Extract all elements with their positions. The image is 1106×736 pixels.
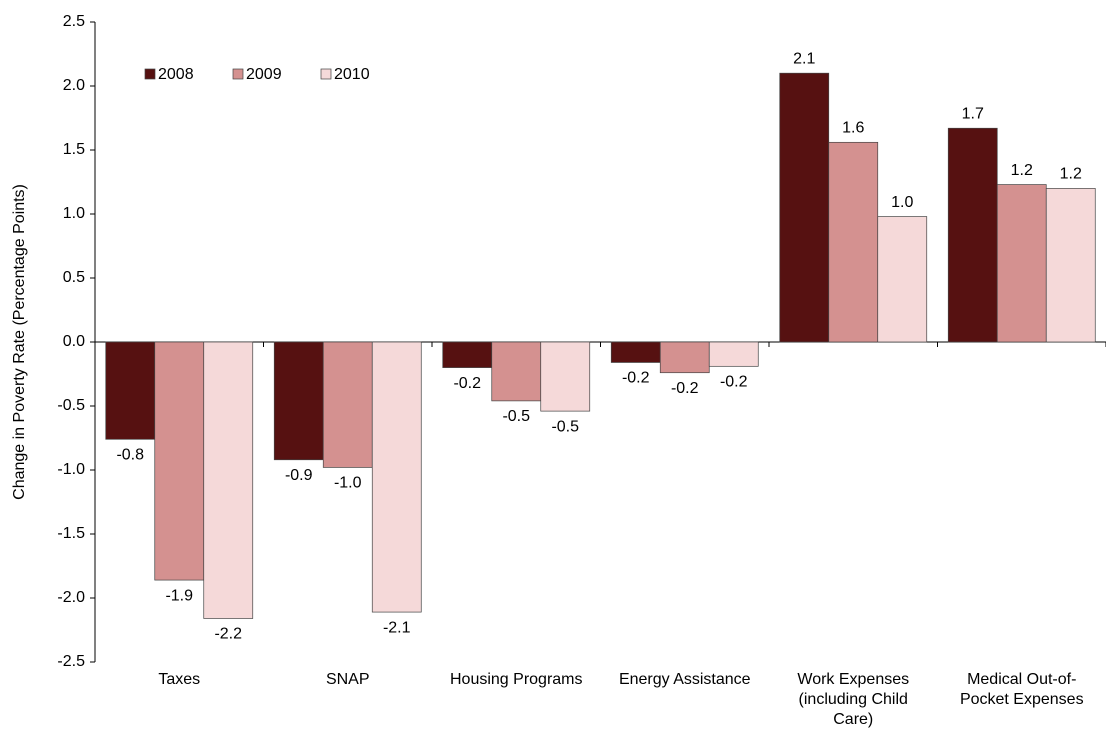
bar <box>828 141 879 343</box>
bar <box>877 216 928 343</box>
value-label: -0.9 <box>285 467 313 484</box>
y-tick-label: -2.0 <box>57 589 85 606</box>
legend-swatch <box>232 68 244 80</box>
y-tick-label: -1.0 <box>57 461 85 478</box>
x-tick-label: Energy Assistance <box>618 671 751 688</box>
value-label: 1.2 <box>1011 162 1033 179</box>
bar <box>371 341 422 613</box>
value-label: -0.2 <box>671 380 699 397</box>
value-label: -1.0 <box>334 475 362 492</box>
value-label: -0.2 <box>453 375 481 392</box>
legend-label: 2009 <box>246 66 282 83</box>
value-label: -2.1 <box>383 619 411 636</box>
bar <box>154 341 205 581</box>
y-tick-label: 2.5 <box>63 13 85 30</box>
value-label: -0.2 <box>720 374 748 391</box>
y-tick-label: -1.5 <box>57 525 85 542</box>
y-tick-label: 0.5 <box>63 269 85 286</box>
y-tick-label: 0.0 <box>63 333 85 350</box>
bar <box>947 127 998 343</box>
y-tick-label: 1.5 <box>63 141 85 158</box>
x-tick-label: Housing Programs <box>450 671 583 688</box>
x-tick-label: Taxes <box>158 671 201 688</box>
y-axis-title: Change in Poverty Rate (Percentage Point… <box>11 184 28 500</box>
x-tick-label: SNAP <box>325 671 370 688</box>
value-label: 1.7 <box>962 105 984 122</box>
legend-swatch <box>320 68 332 80</box>
value-label: -1.9 <box>165 587 193 604</box>
bar <box>273 341 324 461</box>
y-tick-label: 2.0 <box>63 77 85 94</box>
value-label: 1.2 <box>1060 166 1082 183</box>
value-label: -0.5 <box>502 408 530 425</box>
y-tick-label: 1.0 <box>63 205 85 222</box>
bar <box>996 184 1047 343</box>
bar <box>708 341 759 367</box>
bar <box>105 341 156 440</box>
value-label: 2.1 <box>793 50 815 67</box>
value-label: -0.5 <box>551 418 579 435</box>
value-label: -2.2 <box>214 626 242 643</box>
y-tick-label: -2.5 <box>57 653 85 670</box>
legend-label: 2010 <box>334 66 370 83</box>
bar <box>659 341 710 374</box>
value-label: -0.8 <box>116 446 144 463</box>
legend-swatch <box>144 68 156 80</box>
value-label: -0.2 <box>622 370 650 387</box>
value-label: 1.6 <box>842 120 864 137</box>
bar <box>203 341 254 619</box>
legend-label: 2008 <box>158 66 194 83</box>
bar <box>322 341 373 468</box>
bar <box>610 341 661 363</box>
x-tick-label: Medical Out-of-Pocket Expenses <box>959 671 1084 708</box>
bar <box>779 72 830 343</box>
bar <box>442 341 493 368</box>
y-tick-label: -0.5 <box>57 397 85 414</box>
bar <box>540 341 591 412</box>
bar <box>1045 188 1096 343</box>
bar <box>491 341 542 402</box>
x-tick-label: Work Expenses (including Child Care) <box>797 671 910 728</box>
value-label: 1.0 <box>891 194 913 211</box>
